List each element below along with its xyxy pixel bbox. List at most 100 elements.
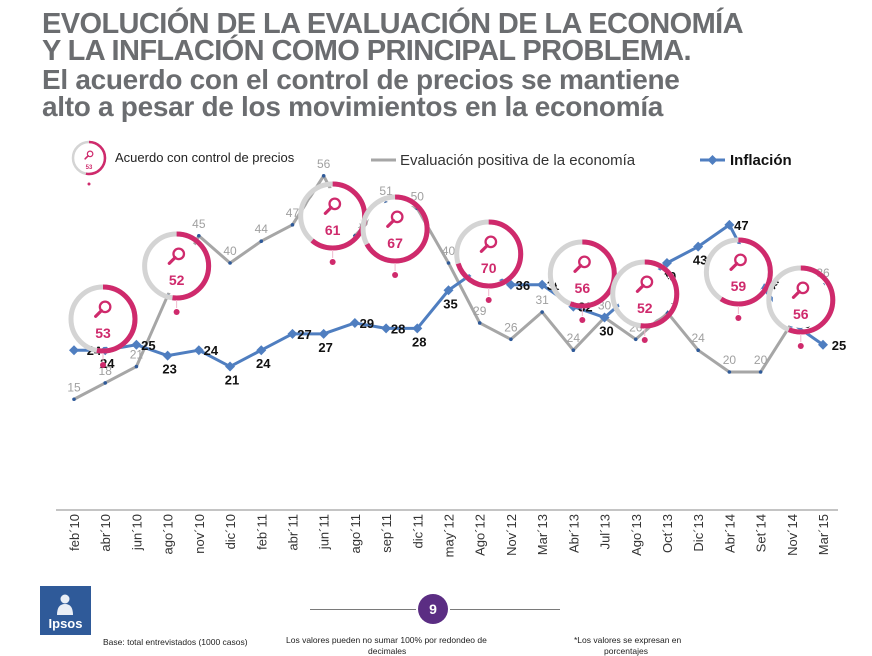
point-inflacion <box>318 328 329 339</box>
magnifier-lens <box>328 197 342 211</box>
x-tick-label: Nov´12 <box>504 514 519 556</box>
gauge-dot <box>797 343 804 349</box>
footer-rounding-2: decimales <box>368 646 407 656</box>
point-inflacion <box>193 345 204 356</box>
control-precios-gauge: 52 <box>610 259 680 343</box>
point-inflacion <box>724 219 735 230</box>
point-economia <box>72 397 76 402</box>
magnifier-handle <box>573 264 583 273</box>
gauge-value: 53 <box>95 325 111 341</box>
x-tick-label: abr´10 <box>98 514 113 552</box>
gauge-value: 52 <box>169 272 185 288</box>
gauge-dot <box>579 317 586 323</box>
gauge-dot <box>329 259 336 265</box>
magnifier-handle <box>323 205 333 215</box>
point-economia <box>509 337 513 342</box>
label-economia: 29 <box>473 304 487 318</box>
logo-text: Ipsos <box>48 616 83 631</box>
ipsos-logo: Ipsos <box>40 586 91 635</box>
magnifier-lens <box>578 255 591 269</box>
control-precios-gauge: 53 <box>68 284 138 368</box>
label-inflacion: 23 <box>162 362 176 377</box>
point-inflacion <box>69 345 79 356</box>
person-icon <box>57 594 73 615</box>
label-economia: 40 <box>442 244 456 258</box>
label-inflacion: 25 <box>832 338 846 353</box>
gauge-face <box>367 201 424 257</box>
point-economia <box>290 223 295 227</box>
x-tick-label: jun´10 <box>129 514 144 551</box>
gauge-dot <box>485 297 492 303</box>
x-tick-label: Dic´13 <box>691 514 706 552</box>
point-economia <box>197 233 201 238</box>
x-tick-label: Ago´12 <box>473 514 488 556</box>
point-economia <box>228 261 232 265</box>
legend-gauge-dot <box>87 182 91 186</box>
gauge-value: 59 <box>731 278 747 294</box>
legend-label-inflacion: Inflación <box>730 152 792 169</box>
x-tick-label: Abr´13 <box>566 514 581 553</box>
magnifier-handle <box>94 309 104 318</box>
point-economia <box>134 364 139 369</box>
label-inflacion: 30 <box>599 324 613 339</box>
label-economia: 15 <box>67 380 81 394</box>
point-economia <box>103 381 108 385</box>
gauge-fill <box>454 219 524 289</box>
point-economia <box>477 321 482 325</box>
label-inflacion: 28 <box>412 334 426 349</box>
title-line-1: EVOLUCIÓN DE LA EVALUACIÓN DE LA ECONOMÍ… <box>42 8 744 40</box>
magnifier-lens <box>796 281 810 295</box>
x-tick-label: sep´11 <box>379 514 394 553</box>
gauge-face <box>148 238 205 294</box>
point-inflacion <box>349 317 360 328</box>
gauge-face <box>75 291 131 347</box>
control-precios-gauge: 70 <box>454 219 524 303</box>
footer-percent-2: porcentajes <box>604 646 648 656</box>
point-economia <box>321 174 326 178</box>
point-inflacion <box>537 279 548 290</box>
label-inflacion: 27 <box>297 327 311 342</box>
magnifier-lens <box>734 253 747 267</box>
gauge-dot <box>641 337 648 343</box>
footer-rounding-1: Los valores pueden no sumar 100% por red… <box>286 635 487 645</box>
subtitle-line-1: El acuerdo con el control de precios se … <box>42 64 680 95</box>
magnifier-lens <box>484 235 498 249</box>
label-inflacion: 43 <box>693 253 707 268</box>
label-inflacion: 36 <box>516 278 530 293</box>
magnifier-handle <box>635 284 645 293</box>
point-economia <box>540 310 544 314</box>
magnifier-handle <box>84 154 90 160</box>
label-inflacion: 35 <box>443 296 457 311</box>
footer-percent-1: *Los valores se expresan en <box>574 635 682 645</box>
x-tick-label: abr´11 <box>285 514 300 551</box>
gauge-value: 56 <box>575 280 591 296</box>
label-economia: 31 <box>535 293 549 307</box>
point-inflacion <box>818 339 828 350</box>
point-inflacion <box>131 339 142 350</box>
gauge-dot <box>173 309 180 315</box>
point-economia <box>727 370 732 374</box>
gauge-value: 61 <box>325 222 341 238</box>
magnifier-handle <box>729 262 739 271</box>
label-inflacion: 25 <box>141 338 155 353</box>
point-inflacion <box>661 258 672 268</box>
x-tick-label: nov´10 <box>192 514 207 554</box>
gauge-fill <box>703 237 773 307</box>
x-tick-label: Mar´15 <box>816 514 831 555</box>
label-economia: 24 <box>567 331 581 345</box>
point-inflacion <box>693 241 704 252</box>
label-economia: 50 <box>411 190 425 204</box>
point-inflacion <box>412 323 423 334</box>
magnifier-lens <box>172 247 186 261</box>
label-economia: 20 <box>723 353 737 367</box>
x-tick-label: feb´11 <box>254 514 269 550</box>
point-inflacion <box>162 350 173 361</box>
gauge-value: 56 <box>793 306 809 322</box>
gauge-fill <box>766 265 836 335</box>
gauge-face <box>616 266 673 322</box>
x-tick-label: Jul´13 <box>598 514 613 549</box>
x-tick-label: ago´10 <box>161 514 176 554</box>
magnifier-handle <box>386 218 396 228</box>
gauge-dot <box>735 315 742 321</box>
control-precios-gauge: 56 <box>547 239 617 323</box>
